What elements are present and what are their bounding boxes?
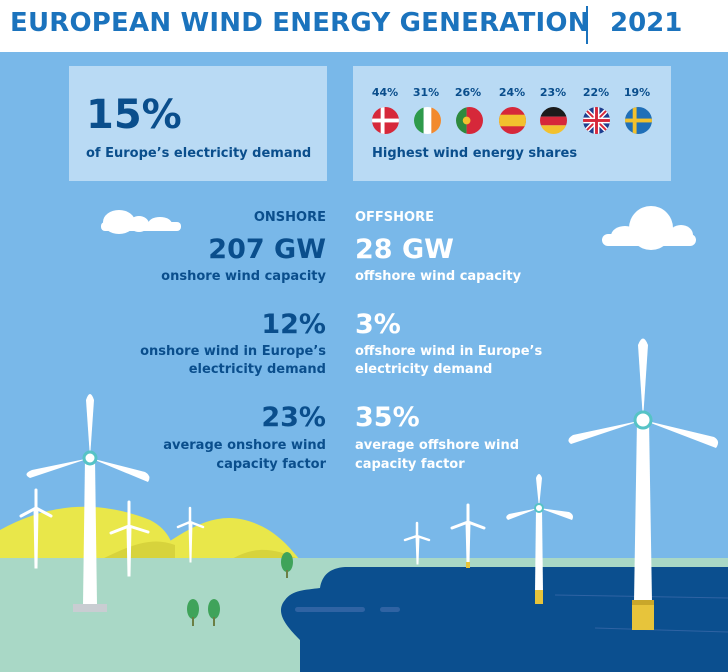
onshore-capacity-value: 207 GW — [208, 234, 326, 265]
wind-turbine-icon — [176, 506, 205, 563]
sweden-flag-icon — [625, 107, 652, 134]
wind-turbine-icon — [109, 500, 150, 577]
offshore-factor-value: 35% — [355, 402, 420, 433]
offshore-capacity-label: offshore wind capacity — [355, 269, 522, 284]
demand-box — [69, 66, 327, 181]
onshore-demand-value: 12% — [261, 309, 326, 340]
share-value-sweden: 19% — [623, 86, 651, 99]
cloud-right-icon — [602, 206, 696, 250]
tree-icon — [187, 599, 199, 626]
offshore-demand-label-line2: electricity demand — [355, 362, 493, 377]
cloud-left-icon — [101, 210, 181, 234]
header-bar: EUROPEAN WIND ENERGY GENERATION 2021 — [0, 0, 728, 52]
share-value-uk: 22% — [582, 86, 610, 99]
ireland-flag-icon — [414, 107, 441, 134]
sea — [280, 567, 728, 672]
share-value-germany: 23% — [539, 86, 567, 99]
onshore-heading: ONSHORE — [253, 210, 326, 225]
wind-turbine-icon — [450, 503, 486, 568]
onshore-factor-label-line1: average onshore wind — [163, 438, 326, 453]
onshore-factor-label-line2: capacity factor — [216, 457, 326, 472]
onshore-demand-label-line1: onshore wind in Europe’s — [140, 344, 326, 359]
tree-icon — [208, 599, 220, 626]
demand-share-caption: of Europe’s electricity demand — [86, 146, 312, 161]
denmark-flag-icon — [372, 107, 399, 134]
offshore-factor-label-line2: capacity factor — [355, 457, 465, 472]
onshore-demand-label-line2: electricity demand — [188, 362, 326, 377]
share-value-ireland: 31% — [412, 86, 440, 99]
offshore-demand-label-line1: offshore wind in Europe’s — [355, 344, 543, 359]
share-value-denmark: 44% — [371, 86, 399, 99]
share-value-portugal: 26% — [454, 86, 482, 99]
wind-turbine-icon — [19, 488, 53, 569]
demand-share-value: 15% — [86, 92, 182, 138]
uk-flag-icon — [583, 107, 610, 134]
header-divider — [586, 6, 588, 44]
wind-turbine-icon — [506, 474, 573, 604]
germany-flag-icon — [540, 107, 567, 134]
share-value-spain: 24% — [498, 86, 526, 99]
onshore-factor-value: 23% — [261, 402, 326, 433]
portugal-flag-icon — [456, 107, 483, 134]
wind-shares-caption: Highest wind energy shares — [372, 146, 578, 161]
offshore-factor-label-line1: average offshore wind — [355, 438, 520, 453]
header-year: 2021 — [610, 8, 683, 38]
offshore-demand-value: 3% — [355, 309, 401, 340]
offshore-capacity-value: 28 GW — [355, 234, 454, 265]
spain-flag-icon — [499, 107, 526, 134]
offshore-heading: OFFSHORE — [355, 210, 434, 225]
tree-icon — [281, 552, 293, 578]
onshore-capacity-label: onshore wind capacity — [161, 269, 326, 284]
sea-wave — [380, 607, 400, 612]
sea-horizon — [594, 627, 728, 633]
page-title: EUROPEAN WIND ENERGY GENERATION — [10, 8, 590, 38]
wind-turbine-large-onshore-icon — [26, 394, 150, 612]
wind-turbine-icon — [403, 521, 431, 565]
wind-turbine-large-offshore-icon — [568, 338, 719, 630]
sea-wave — [295, 607, 365, 612]
